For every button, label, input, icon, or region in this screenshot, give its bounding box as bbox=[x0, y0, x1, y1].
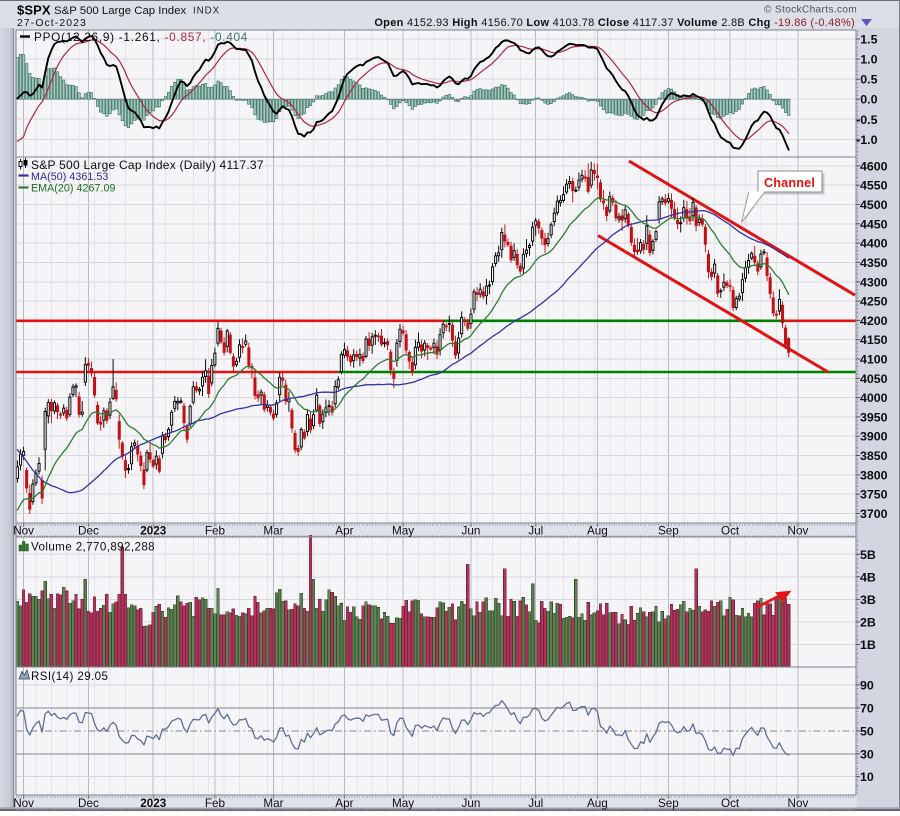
svg-text:-1.0: -1.0 bbox=[856, 133, 877, 147]
svg-text:Aug: Aug bbox=[587, 797, 608, 810]
svg-text:4400: 4400 bbox=[860, 237, 888, 251]
svg-text:0.0: 0.0 bbox=[860, 93, 877, 107]
svg-text:10: 10 bbox=[860, 770, 874, 784]
svg-text:4500: 4500 bbox=[860, 198, 888, 212]
svg-text:Jul: Jul bbox=[528, 525, 543, 538]
svg-text:RSI(14) 29.05: RSI(14) 29.05 bbox=[31, 670, 108, 683]
svg-text:3850: 3850 bbox=[860, 449, 888, 463]
svg-text:3700: 3700 bbox=[860, 507, 888, 521]
svg-text:Jul: Jul bbox=[528, 797, 543, 810]
svg-text:Apr: Apr bbox=[335, 525, 353, 538]
svg-text:Dec: Dec bbox=[78, 525, 99, 538]
svg-text:PPO(12,26,9) -1.261, -0.857, -: PPO(12,26,9) -1.261, -0.857, -0.404 bbox=[34, 30, 248, 44]
svg-text:Oct: Oct bbox=[721, 525, 740, 538]
svg-text:Aug: Aug bbox=[587, 525, 608, 538]
svg-text:Jun: Jun bbox=[461, 797, 480, 810]
svg-text:3B: 3B bbox=[860, 593, 876, 607]
svg-text:4350: 4350 bbox=[860, 256, 888, 270]
svg-text:4150: 4150 bbox=[860, 333, 888, 347]
svg-text:-0.5: -0.5 bbox=[856, 113, 877, 127]
svg-text:May: May bbox=[392, 797, 414, 810]
svg-text:4050: 4050 bbox=[860, 372, 888, 386]
svg-text:2023: 2023 bbox=[140, 525, 167, 538]
svg-text:Sep: Sep bbox=[658, 525, 679, 538]
svg-text:4100: 4100 bbox=[860, 353, 888, 367]
svg-text:4300: 4300 bbox=[860, 275, 888, 289]
svg-text:Mar: Mar bbox=[263, 797, 283, 810]
svg-text:$SPX: $SPX bbox=[17, 3, 51, 18]
svg-text:Open 4152.93 High 4156.70 Low: Open 4152.93 High 4156.70 Low 4103.78 Cl… bbox=[374, 17, 855, 29]
svg-text:MA(50) 4361.53: MA(50) 4361.53 bbox=[31, 171, 108, 183]
svg-text:4000: 4000 bbox=[860, 391, 888, 405]
svg-text:Nov: Nov bbox=[788, 525, 809, 538]
svg-text:5B: 5B bbox=[860, 548, 876, 562]
svg-text:27-Oct-2023: 27-Oct-2023 bbox=[17, 18, 87, 29]
svg-text:Nov: Nov bbox=[13, 525, 34, 538]
svg-text:30: 30 bbox=[860, 747, 874, 761]
svg-text:Dec: Dec bbox=[78, 797, 99, 810]
svg-text:1.5: 1.5 bbox=[860, 33, 877, 47]
svg-text:4250: 4250 bbox=[860, 295, 888, 309]
svg-text:4600: 4600 bbox=[860, 159, 888, 173]
svg-text:© StockCharts.com: © StockCharts.com bbox=[764, 5, 857, 16]
svg-text:4200: 4200 bbox=[860, 314, 888, 328]
svg-text:3900: 3900 bbox=[860, 430, 888, 444]
svg-text:3800: 3800 bbox=[860, 468, 888, 482]
svg-text:Mar: Mar bbox=[263, 525, 283, 538]
svg-text:Oct: Oct bbox=[721, 797, 740, 810]
svg-text:0.5: 0.5 bbox=[860, 73, 877, 87]
svg-text:S&P 500 Large Cap Index: S&P 500 Large Cap Index bbox=[54, 5, 186, 17]
svg-text:Feb: Feb bbox=[205, 525, 226, 538]
svg-text:70: 70 bbox=[860, 701, 874, 715]
svg-text:Nov: Nov bbox=[13, 797, 34, 810]
svg-text:90: 90 bbox=[860, 679, 874, 693]
svg-text:4B: 4B bbox=[860, 570, 876, 584]
svg-text:Nov: Nov bbox=[788, 797, 809, 810]
svg-text:INDX: INDX bbox=[193, 6, 220, 17]
svg-text:1.0: 1.0 bbox=[860, 53, 877, 67]
svg-text:Feb: Feb bbox=[205, 797, 226, 810]
svg-text:2023: 2023 bbox=[140, 797, 167, 810]
svg-text:Apr: Apr bbox=[335, 797, 353, 810]
svg-text:2B: 2B bbox=[860, 615, 876, 629]
svg-text:Volume 2,770,892,288: Volume 2,770,892,288 bbox=[31, 541, 155, 554]
svg-text:4550: 4550 bbox=[860, 179, 888, 193]
svg-text:May: May bbox=[392, 525, 414, 538]
svg-text:4450: 4450 bbox=[860, 217, 888, 231]
svg-text:Sep: Sep bbox=[658, 797, 679, 810]
svg-text:1B: 1B bbox=[860, 638, 876, 652]
svg-text:EMA(20) 4267.09: EMA(20) 4267.09 bbox=[31, 183, 116, 195]
svg-text:3950: 3950 bbox=[860, 410, 888, 424]
svg-text:Jun: Jun bbox=[461, 525, 480, 538]
svg-text:3750: 3750 bbox=[860, 488, 888, 502]
svg-text:S&P 500 Large Cap Index (Daily: S&P 500 Large Cap Index (Daily) 4117.37 bbox=[31, 158, 264, 172]
svg-text:Channel: Channel bbox=[764, 176, 815, 190]
svg-text:50: 50 bbox=[860, 724, 874, 738]
